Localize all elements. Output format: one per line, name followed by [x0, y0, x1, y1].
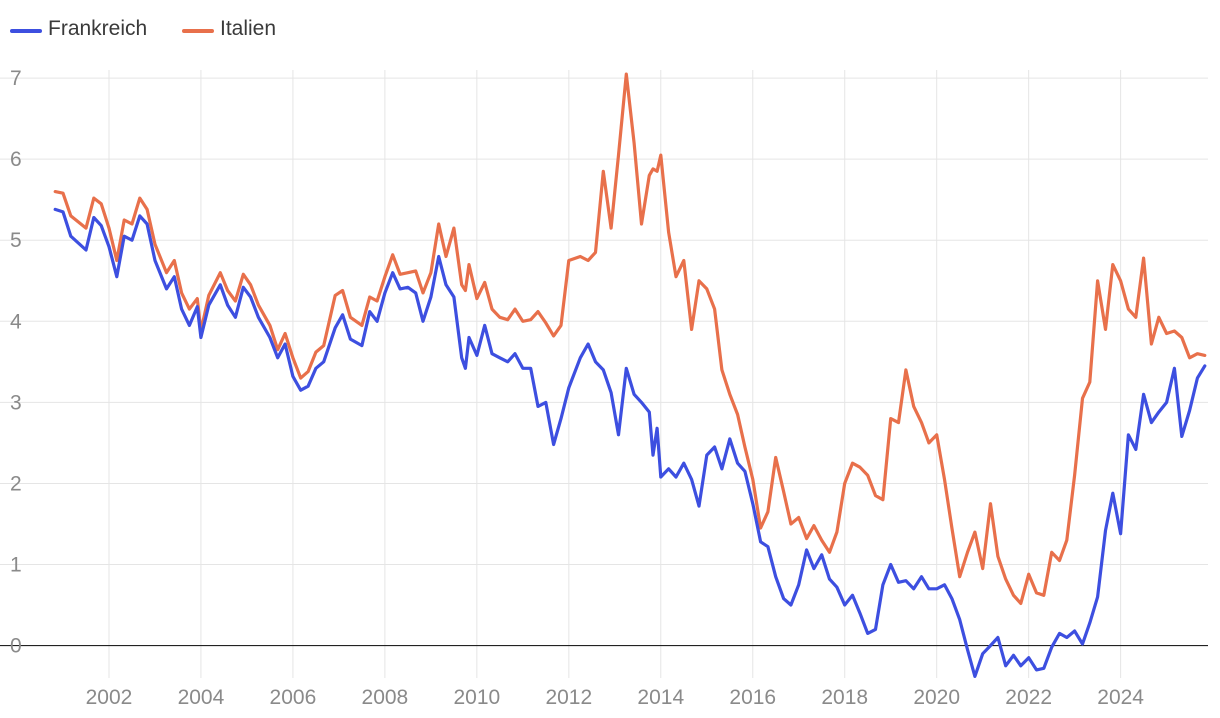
- series-line-frankreich[interactable]: [53, 207, 1207, 678]
- y-tick-label: 2: [10, 472, 22, 495]
- y-tick-label: 1: [10, 554, 22, 577]
- y-tick-label: 3: [10, 391, 22, 414]
- x-tick-label: 2024: [1097, 686, 1144, 709]
- legend-label-frankreich: Frankreich: [48, 17, 147, 40]
- x-tick-label: 2014: [637, 686, 684, 709]
- legend-label-italien: Italien: [220, 17, 276, 40]
- x-tick-label: 2018: [821, 686, 868, 709]
- y-tick-label: 5: [10, 229, 22, 252]
- x-tick-label: 2016: [729, 686, 776, 709]
- y-tick-label: 0: [10, 635, 22, 658]
- y-tick-label: 7: [10, 67, 22, 90]
- x-tick-label: 2008: [362, 686, 409, 709]
- x-tick-label: 2012: [545, 686, 592, 709]
- y-tick-label: 4: [10, 310, 22, 333]
- y-axis-ticks: 0 1 2 3 4 5 6 7: [10, 67, 22, 657]
- legend-item-italien[interactable]: Italien: [182, 17, 276, 40]
- legend: Frankreich Italien: [10, 17, 276, 40]
- y-tick-label: 6: [10, 148, 22, 171]
- x-tick-label: 2004: [178, 686, 225, 709]
- series-line-italien[interactable]: [53, 72, 1207, 605]
- x-tick-label: 2006: [270, 686, 317, 709]
- series-lines: [53, 72, 1207, 678]
- legend-item-frankreich[interactable]: Frankreich: [10, 17, 147, 40]
- x-tick-label: 2002: [86, 686, 133, 709]
- x-axis-ticks: 2002 2004 2006 2008 2010 2012 2014 2016 2018 2020…: [86, 686, 1145, 709]
- grid: [0, 70, 1208, 678]
- x-tick-label: 2020: [913, 686, 960, 709]
- x-tick-label: 2022: [1005, 686, 1052, 709]
- x-tick-label: 2010: [453, 686, 500, 709]
